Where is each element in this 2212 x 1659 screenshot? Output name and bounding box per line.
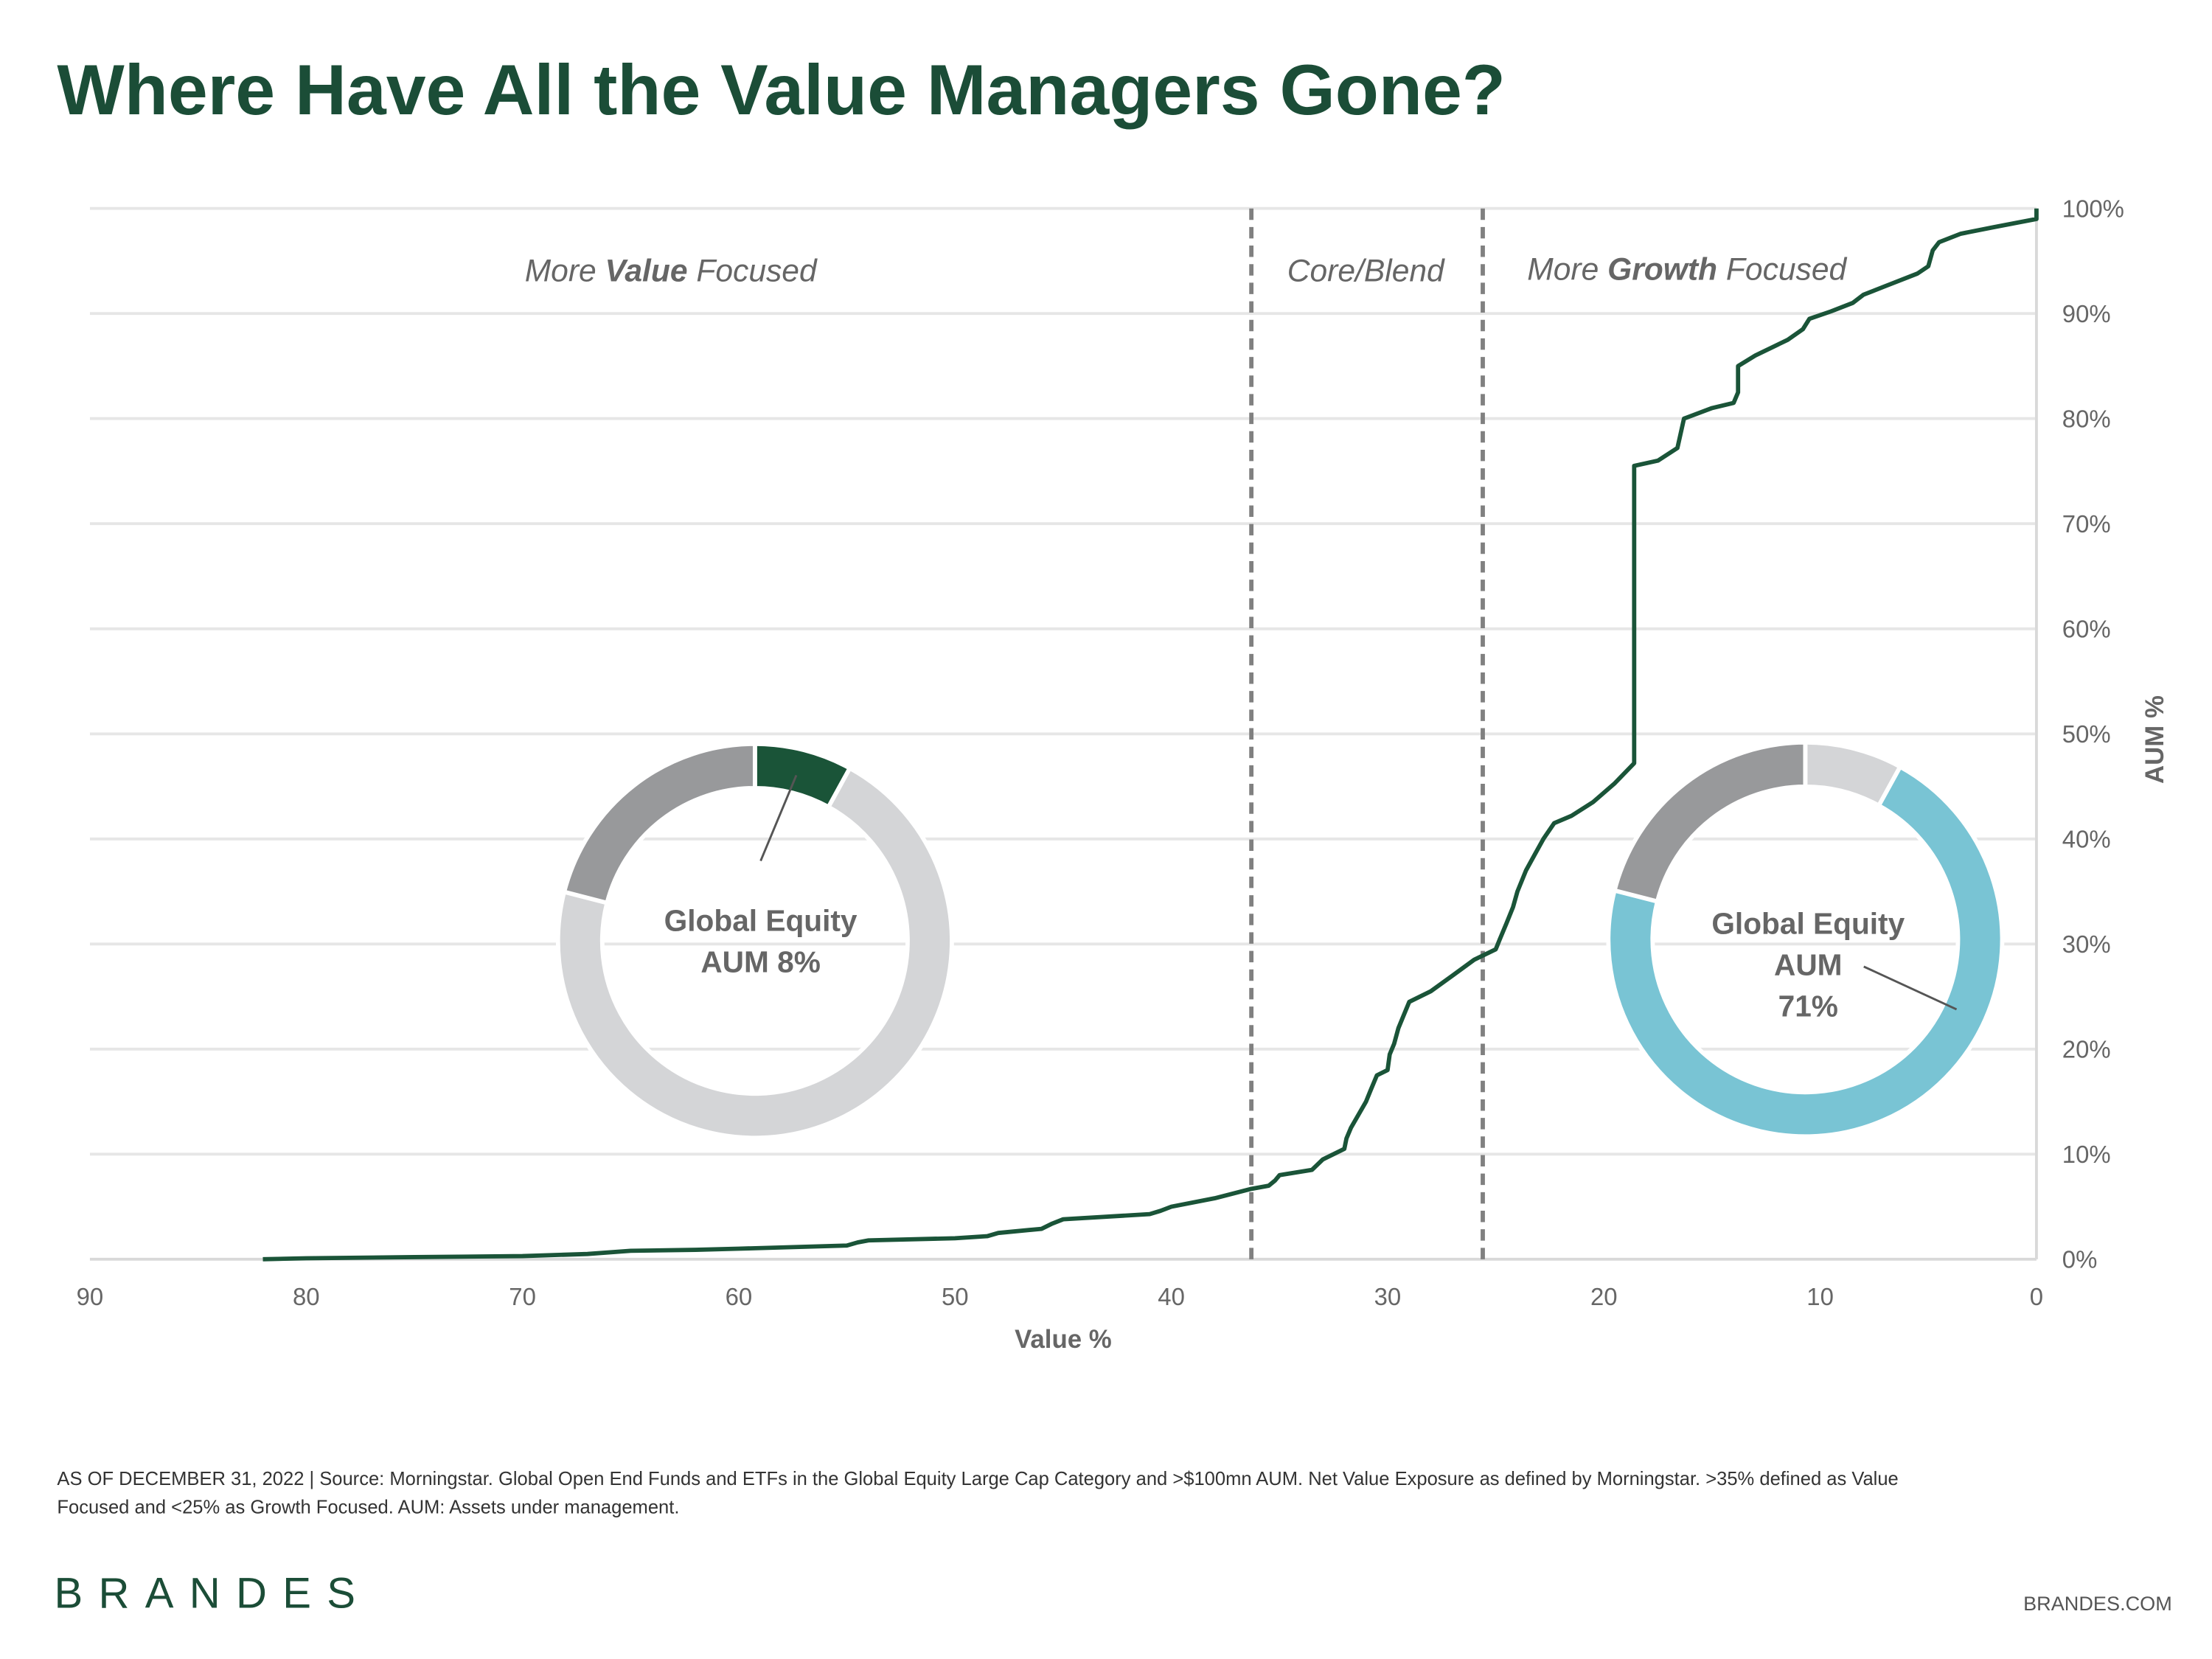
y-tick-label: 10% xyxy=(2062,1141,2111,1168)
y-axis-ticks: 0% 10% 20% 30% 40% 50% 60% 70% 80% 90% 100% xyxy=(2062,195,2124,1273)
y-tick-label: 80% xyxy=(2062,405,2111,432)
donut-right xyxy=(1606,740,2005,1139)
x-tick-label: 80 xyxy=(293,1283,320,1310)
x-tick-label: 60 xyxy=(726,1283,753,1310)
donut-segment-growth xyxy=(1606,763,2005,1139)
donut-right-label-3: 71% xyxy=(1778,990,1838,1023)
x-tick-label: 30 xyxy=(1374,1283,1402,1310)
brandes-logo: BRANDES xyxy=(55,1569,372,1617)
region-dividers xyxy=(1249,208,1485,1259)
y-tick-label: 90% xyxy=(2062,300,2111,327)
website-link[interactable]: BRANDES.COM xyxy=(2023,1592,2172,1615)
y-tick-label: 0% xyxy=(2062,1245,2098,1273)
x-tick-label: 50 xyxy=(942,1283,969,1310)
region-label-growth: More Growth Focused xyxy=(1527,252,1847,288)
x-axis-ticks: 90 80 70 60 50 40 30 20 10 0 xyxy=(77,1283,2043,1310)
y-tick-label: 70% xyxy=(2062,510,2111,538)
footnote-line-1: AS OF DECEMBER 31, 2022 | Source: Mornin… xyxy=(57,1469,1898,1489)
gridlines xyxy=(89,206,2037,1156)
region-label-value: More Value Focused xyxy=(525,253,818,288)
donut-left-label-2: AUM 8% xyxy=(700,945,821,979)
donut-segment-core-blend xyxy=(561,741,757,906)
y-tick-label: 20% xyxy=(2062,1035,2111,1062)
y-tick-label: 30% xyxy=(2062,931,2111,958)
donut-left-label-1: Global Equity xyxy=(664,903,858,937)
region-label-core: Core/Blend xyxy=(1287,253,1445,288)
x-tick-label: 0 xyxy=(2030,1283,2043,1310)
footnote-line-2: Focused and <25% as Growth Focused. AUM:… xyxy=(57,1497,679,1517)
y-tick-label: 50% xyxy=(2062,720,2111,748)
series-line-aum xyxy=(262,208,2039,1262)
chart-title: Where Have All the Value Managers Gone? xyxy=(57,49,1505,130)
y-axis-label: AUM % xyxy=(2140,695,2169,784)
y-tick-label: 40% xyxy=(2062,825,2111,852)
x-tick-label: 10 xyxy=(1806,1283,1834,1310)
x-tick-label: 20 xyxy=(1590,1283,1618,1310)
donut-right-label-2: AUM xyxy=(1774,947,1843,981)
x-axis-label: Value % xyxy=(1015,1325,1112,1354)
donut-segment-growth xyxy=(555,765,954,1141)
donut-left xyxy=(555,741,954,1141)
leader-line-right xyxy=(1863,965,1958,1011)
x-tick-label: 40 xyxy=(1158,1283,1185,1310)
x-tick-label: 90 xyxy=(77,1283,104,1310)
x-tick-label: 70 xyxy=(509,1283,536,1310)
donut-segment-core-blend xyxy=(1612,740,1808,905)
y-tick-label: 60% xyxy=(2062,615,2111,642)
y-tick-label: 100% xyxy=(2062,195,2124,222)
donut-right-label-1: Global Equity xyxy=(1711,906,1905,940)
leader-line-left xyxy=(759,774,798,862)
